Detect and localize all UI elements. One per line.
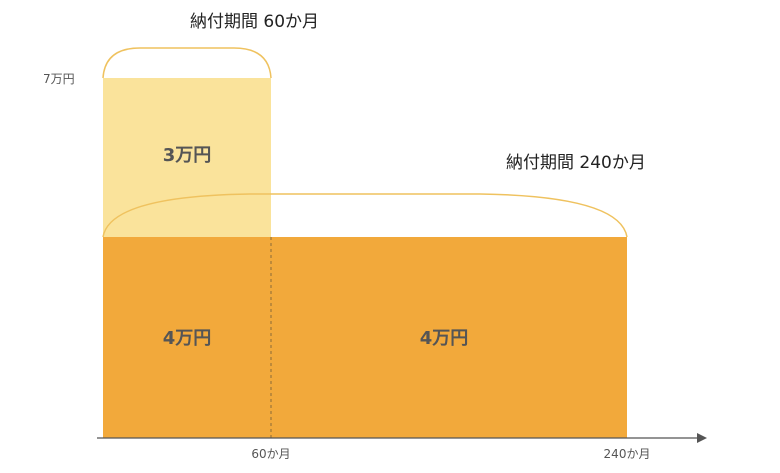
x-axis-arrow-icon <box>697 433 707 443</box>
x-tick-60-months: 60か月 <box>251 447 290 461</box>
title-60-months: 納付期間 60か月 <box>190 12 319 32</box>
title-240-months: 納付期間 240か月 <box>506 153 646 173</box>
lower-right-block-label: 4万円 <box>420 328 469 349</box>
x-tick-240-months: 240か月 <box>604 447 651 461</box>
lower-block <box>103 237 627 438</box>
upper-left-block <box>103 78 271 238</box>
y-tick-7man: 7万円 <box>43 72 75 86</box>
brace-240-months <box>102 193 628 238</box>
brace-60-months <box>102 47 272 79</box>
upper-left-block-label: 3万円 <box>163 145 212 166</box>
lower-left-block-label: 4万円 <box>163 328 212 349</box>
